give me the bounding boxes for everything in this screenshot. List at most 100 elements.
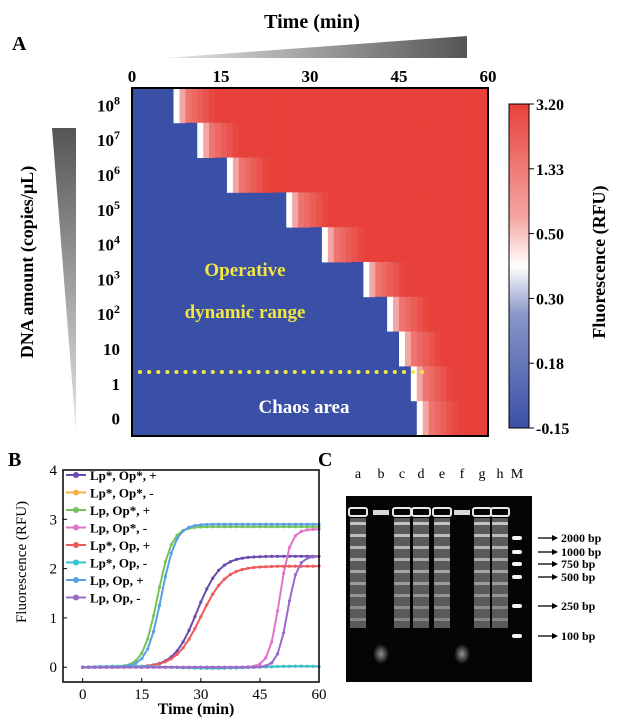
ladder-arrowhead [552, 633, 558, 639]
heatmap-cell [375, 192, 382, 228]
heatmap-cell [292, 88, 299, 124]
series-point [199, 665, 203, 669]
heatmap-cell [476, 296, 483, 332]
series-point [287, 599, 292, 603]
heatmap-cell [333, 157, 341, 193]
heatmap-cell [452, 227, 459, 263]
heatmap-cell [345, 192, 352, 228]
heatmap-cell [422, 122, 430, 158]
series-point [146, 647, 150, 651]
series-point [287, 564, 292, 568]
heatmap-cell [404, 366, 412, 402]
gel-bands [348, 507, 522, 664]
heatmap-cell [292, 157, 299, 193]
heatmap-cell [363, 192, 370, 228]
colorbar-tick-label: 0.30 [536, 291, 564, 308]
series-point [157, 603, 162, 608]
heatmap-cell [327, 122, 335, 158]
series-point [299, 664, 303, 668]
heatmap-cell [310, 192, 317, 228]
heatmap-cell [464, 88, 471, 124]
heatmap-cell [304, 122, 311, 158]
heatmap-cell [404, 157, 412, 193]
series-point [222, 522, 227, 526]
panel-b-y-tick-label: 2 [50, 562, 58, 578]
gel-band [413, 570, 429, 573]
series-point [187, 628, 191, 633]
heatmap-cell [286, 88, 293, 124]
heatmap-cell [476, 262, 483, 298]
series-point [140, 665, 144, 669]
heatmap-cell [482, 192, 489, 228]
series-point [299, 529, 303, 534]
series-point [169, 551, 173, 555]
gel-lane-label: f [460, 467, 465, 482]
gel-band [492, 606, 508, 609]
series-point [282, 554, 286, 558]
series-point [252, 525, 256, 529]
heatmap-cell [286, 122, 293, 158]
heatmap-cell [339, 192, 346, 228]
gel-lane-label: a [355, 467, 362, 482]
annotation-chaos-area: Chaos area [259, 397, 350, 418]
series-point [222, 665, 227, 669]
heatmap-cell [321, 122, 329, 158]
series-point [276, 652, 280, 656]
series-point [169, 665, 173, 669]
heatmap-cell [333, 88, 341, 124]
series-point [152, 665, 156, 669]
series-point [246, 522, 250, 526]
gel-band [434, 606, 450, 609]
heatmap-cell [310, 88, 317, 124]
gel-lane-label: c [399, 467, 405, 482]
series-point [199, 523, 203, 527]
heatmap-cell [381, 122, 388, 158]
ladder-arrowhead [552, 574, 558, 580]
heatmap-cell [238, 122, 246, 158]
gel-band [413, 582, 429, 585]
heatmap-cell [428, 262, 435, 298]
heatmap-cell [393, 88, 400, 124]
heatmap-cell [476, 122, 483, 158]
heatmap-cell [357, 262, 364, 298]
heatmap-cell [452, 296, 459, 332]
series-point [193, 615, 197, 619]
gel-band [394, 606, 410, 609]
series-point [211, 525, 215, 529]
heatmap-cell [482, 157, 489, 193]
heatmap-cell [399, 366, 406, 402]
gel-primer-band [373, 644, 389, 664]
series-point [264, 664, 268, 668]
series-point [282, 564, 286, 568]
heatmap-cell [399, 122, 406, 158]
heatmap-cell [482, 296, 489, 332]
panel-a-y-tick-label: 10 [103, 340, 120, 359]
heatmap-cell [482, 366, 489, 402]
panel-a-y-tick-label: 107 [97, 128, 120, 150]
gel-band [413, 594, 429, 597]
ladder-label: 250 bp [561, 599, 596, 613]
heatmap-cell [310, 227, 317, 263]
heatmap-cell [369, 227, 376, 263]
gel-band [474, 618, 490, 621]
heatmap-cell [428, 296, 435, 332]
series-point [199, 600, 203, 604]
ladder-band [512, 575, 522, 579]
heatmap-cell [428, 366, 435, 402]
series-point [258, 522, 262, 526]
heatmap-cell [215, 122, 222, 158]
heatmap-cell [315, 157, 323, 193]
series-point [276, 564, 280, 568]
heatmap-cell [410, 227, 418, 263]
series-point [293, 522, 297, 526]
series-point [311, 664, 315, 668]
heatmap-cell [339, 157, 346, 193]
heatmap-cell [274, 157, 281, 193]
gel-well [490, 507, 510, 517]
heatmap-cell [440, 401, 447, 437]
series-point [199, 615, 203, 619]
heatmap-cell [482, 88, 489, 124]
panel-c-label: C [318, 449, 332, 471]
series-point [311, 525, 315, 529]
